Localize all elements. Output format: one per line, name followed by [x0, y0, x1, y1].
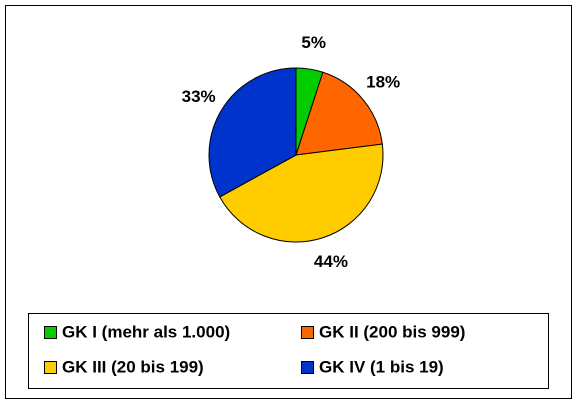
pie-slice [219, 143, 384, 243]
legend-label: GK I (mehr als 1.000) [62, 322, 230, 341]
pie-slice [295, 71, 383, 156]
data-label: 44% [314, 252, 348, 271]
legend-box [28, 313, 549, 389]
data-label: 5% [301, 33, 326, 52]
legend-swatch [301, 326, 314, 339]
legend-swatch [301, 361, 314, 374]
data-label: 18% [366, 72, 400, 91]
data-label: 33% [182, 87, 216, 106]
legend-label: GK IV (1 bis 19) [319, 357, 444, 376]
legend-label: GK II (200 bis 999) [319, 322, 465, 341]
legend-label: GK III (20 bis 199) [62, 357, 204, 376]
legend-swatch [44, 361, 57, 374]
pie-slice [208, 67, 297, 198]
legend-swatch [44, 326, 57, 339]
